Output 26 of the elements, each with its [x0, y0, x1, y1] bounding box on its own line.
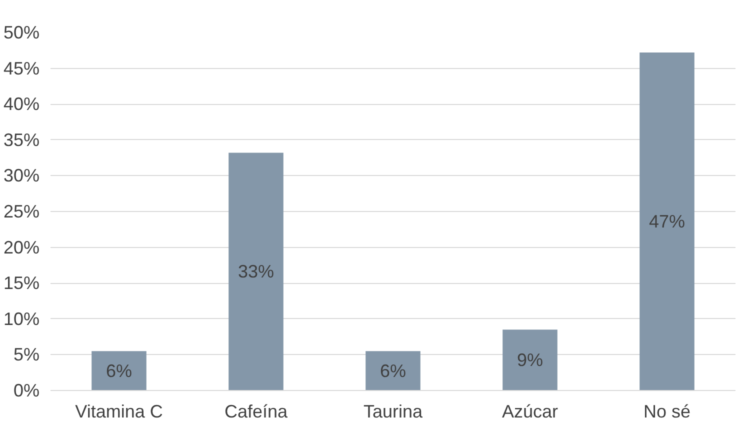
y-tick-label: 25%: [3, 202, 40, 222]
bar: [502, 330, 558, 390]
y-tick-label: 30%: [3, 166, 40, 186]
bar: [92, 351, 146, 390]
y-tick-label: 45%: [3, 58, 40, 78]
bar: [640, 52, 694, 390]
x-tick-label: No sé: [643, 402, 691, 422]
x-tick-label: Vitamina C: [75, 402, 163, 422]
y-tick-label: 0%: [13, 380, 40, 400]
data-label: 6%: [106, 360, 132, 381]
y-tick-label: 15%: [3, 273, 40, 294]
y-tick-label: 35%: [3, 130, 40, 150]
x-tick-label: Cafeína: [224, 402, 289, 422]
data-label: 6%: [380, 360, 406, 381]
bar: [228, 152, 284, 390]
y-tick-label: 10%: [3, 308, 40, 329]
data-label: 47%: [648, 212, 686, 232]
x-tick-label: Taurina: [363, 402, 424, 422]
x-tick-label: Azúcar: [502, 402, 558, 422]
bar: [366, 351, 420, 390]
y-tick-label: 5%: [13, 344, 40, 365]
y-tick-label: 20%: [3, 237, 40, 258]
y-tick-label: 50%: [3, 22, 40, 42]
y-tick-label: 40%: [3, 94, 40, 114]
data-label: 9%: [516, 350, 544, 370]
data-label: 33%: [238, 262, 274, 282]
